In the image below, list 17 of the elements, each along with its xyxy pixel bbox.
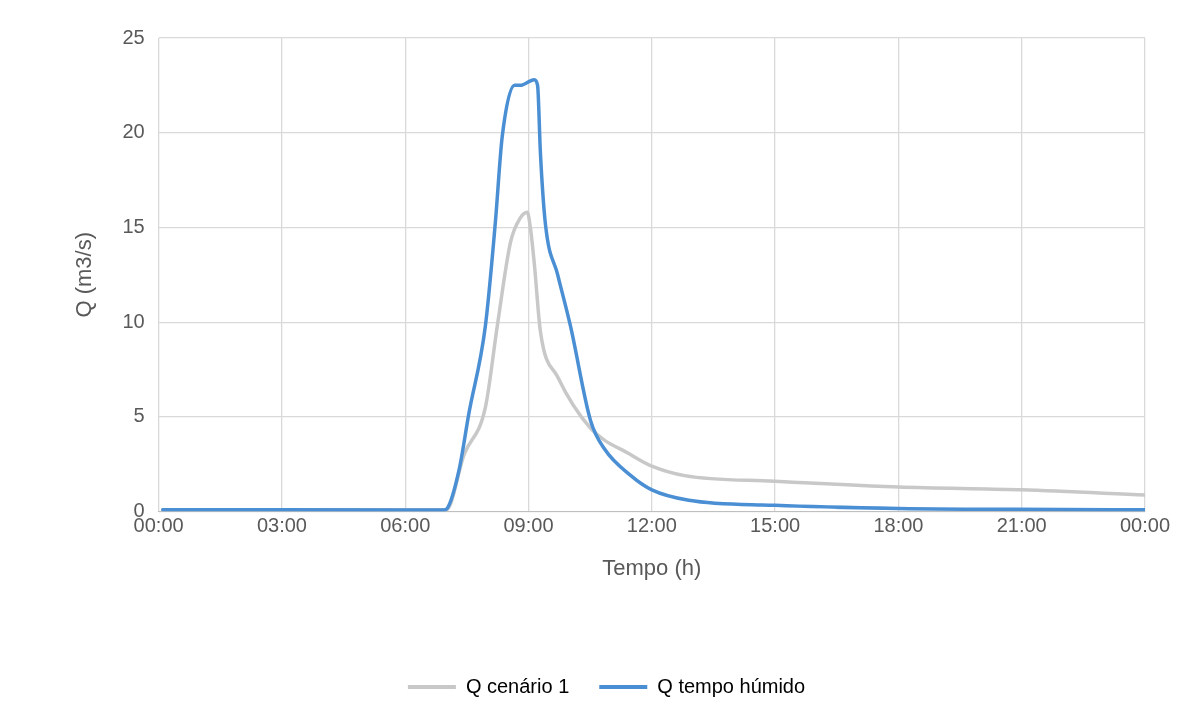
legend-label: Q tempo húmido	[657, 674, 806, 697]
y-axis-title: Q (m3/s)	[71, 232, 97, 318]
x-tick-label: 15:00	[750, 514, 801, 537]
x-tick-label: 12:00	[626, 514, 677, 537]
x-axis-title: Tempo (h)	[602, 554, 702, 580]
y-tick-label: 25	[122, 25, 145, 48]
x-tick-label: 09:00	[503, 514, 554, 537]
y-tick-label: 20	[122, 120, 145, 143]
x-tick-label: 18:00	[873, 514, 924, 537]
y-tick-label: 5	[133, 404, 145, 427]
x-tick-label: 21:00	[996, 514, 1047, 537]
legend-label: Q cenário 1	[465, 674, 570, 697]
x-tick-label: 03:00	[256, 514, 307, 537]
y-tick-label: 15	[122, 214, 145, 237]
x-tick-label: 00:00	[1119, 514, 1171, 537]
y-tick-label: 10	[122, 309, 145, 332]
x-tick-label: 06:00	[380, 514, 431, 537]
